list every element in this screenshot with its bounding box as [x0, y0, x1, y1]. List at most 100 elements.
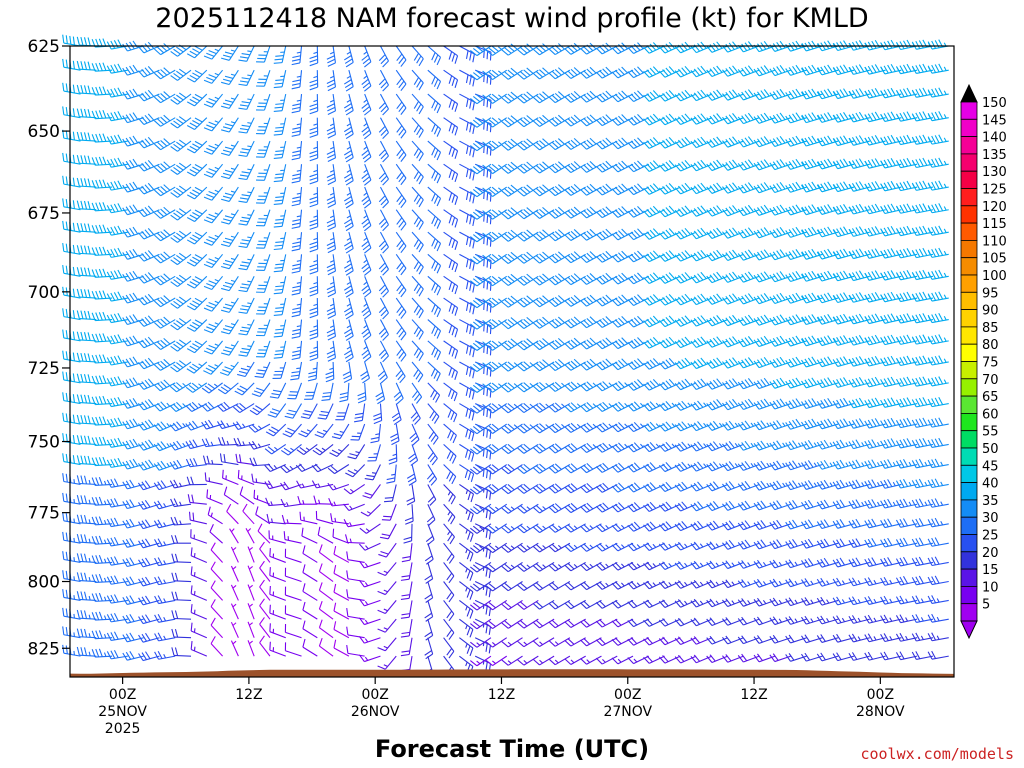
colorbar-label: 30 [982, 511, 999, 526]
colorbar-label: 5 [982, 598, 990, 613]
x-tick-label: 12Z [488, 687, 515, 703]
colorbar-label: 50 [982, 442, 999, 457]
wind-barb [170, 318, 192, 331]
wind-barb [186, 69, 208, 83]
wind-barb [326, 164, 337, 186]
wind-barb [91, 611, 113, 621]
wind-barb [284, 548, 302, 563]
colorbar: 1501451401351301251201151101051009590858… [960, 83, 1007, 640]
wind-barb [259, 541, 271, 563]
wind-barb [91, 535, 113, 545]
wind-barb [201, 382, 223, 394]
colorbar-label: 25 [982, 529, 999, 544]
wind-barb [154, 576, 176, 586]
wind-barb [153, 358, 176, 371]
wind-barb [169, 401, 192, 412]
colorbar-swatch [960, 326, 978, 345]
wind-barb [230, 546, 239, 563]
wind-barb [76, 222, 97, 233]
wind-barb [153, 401, 176, 412]
wind-barb [154, 184, 176, 197]
wind-barb [137, 160, 160, 172]
y-tick-label: 725 [28, 359, 60, 379]
wind-barb [122, 64, 144, 76]
wind-barb [273, 117, 287, 136]
wind-barb [302, 620, 318, 639]
wind-barb [76, 131, 97, 142]
wind-barb [154, 138, 176, 151]
wind-barb [284, 403, 302, 419]
wind-barb [76, 394, 97, 405]
colorbar-label: 55 [982, 425, 999, 440]
wind-barb [291, 319, 303, 339]
wind-barb [76, 609, 97, 620]
wind-barb [154, 295, 176, 308]
wind-barb [248, 440, 271, 450]
wind-barb [291, 94, 303, 114]
wind-barb [309, 117, 319, 138]
wind-barb [230, 565, 239, 582]
colorbar-label: 60 [982, 407, 999, 422]
wind-barb [186, 231, 208, 245]
wind-barb [170, 185, 192, 198]
wind-barb [269, 623, 286, 639]
y-tick-label: 650 [28, 122, 60, 142]
wind-barb [273, 340, 287, 359]
wind-barb [203, 140, 224, 155]
wind-barb [185, 457, 207, 468]
wind-barb [137, 227, 160, 240]
wind-barb [187, 494, 207, 505]
wind-barb [170, 116, 192, 129]
wind-barb [238, 69, 255, 87]
wind-barb [256, 209, 271, 227]
wind-barb [221, 209, 239, 225]
wind-barb [170, 360, 192, 373]
wind-barb [91, 179, 113, 189]
wind-barb [106, 247, 128, 258]
colorbar-swatch [960, 274, 978, 293]
wind-barb [76, 352, 97, 363]
wind-barb [122, 40, 144, 52]
wind-barb [238, 254, 255, 271]
wind-barb [259, 579, 271, 601]
wind-barb [170, 498, 192, 508]
x-tick-label: 27NOV [603, 704, 652, 720]
wind-barb [106, 225, 128, 236]
wind-barb [170, 296, 192, 309]
wind-barb [154, 632, 176, 642]
wind-barb [326, 232, 337, 254]
wind-barb [76, 435, 97, 445]
colorbar-label: 10 [982, 580, 999, 595]
wind-barb [186, 319, 208, 332]
wind-barb [106, 269, 128, 280]
wind-barb [154, 273, 176, 286]
colorbar-swatch [960, 447, 978, 466]
wind-barb [221, 117, 239, 133]
wind-barb [137, 315, 160, 327]
wind-barb [154, 251, 176, 264]
colorbar-swatch [960, 205, 978, 224]
wind-barb [62, 198, 81, 211]
wind-barb [266, 513, 286, 525]
wind-barb [203, 69, 224, 84]
wind-barb [309, 276, 319, 297]
wind-barb [171, 572, 192, 583]
wind-barb [238, 45, 255, 62]
wind-barb [217, 420, 239, 430]
wind-barb [242, 503, 255, 525]
wind-barb [170, 230, 192, 243]
wind-barb [154, 229, 176, 242]
wind-barb [264, 463, 286, 473]
y-tick-label: 800 [28, 573, 60, 593]
wind-barb [254, 361, 271, 379]
wind-barb [238, 117, 255, 134]
wind-barb [321, 382, 334, 401]
colorbar-swatch [960, 170, 978, 189]
wind-barb [309, 254, 319, 275]
wind-barb [76, 572, 97, 583]
wind-barb [256, 164, 271, 181]
wind-barb [221, 319, 239, 335]
wind-barb [235, 453, 255, 466]
wind-barb [154, 613, 176, 623]
wind-barb [170, 68, 192, 81]
